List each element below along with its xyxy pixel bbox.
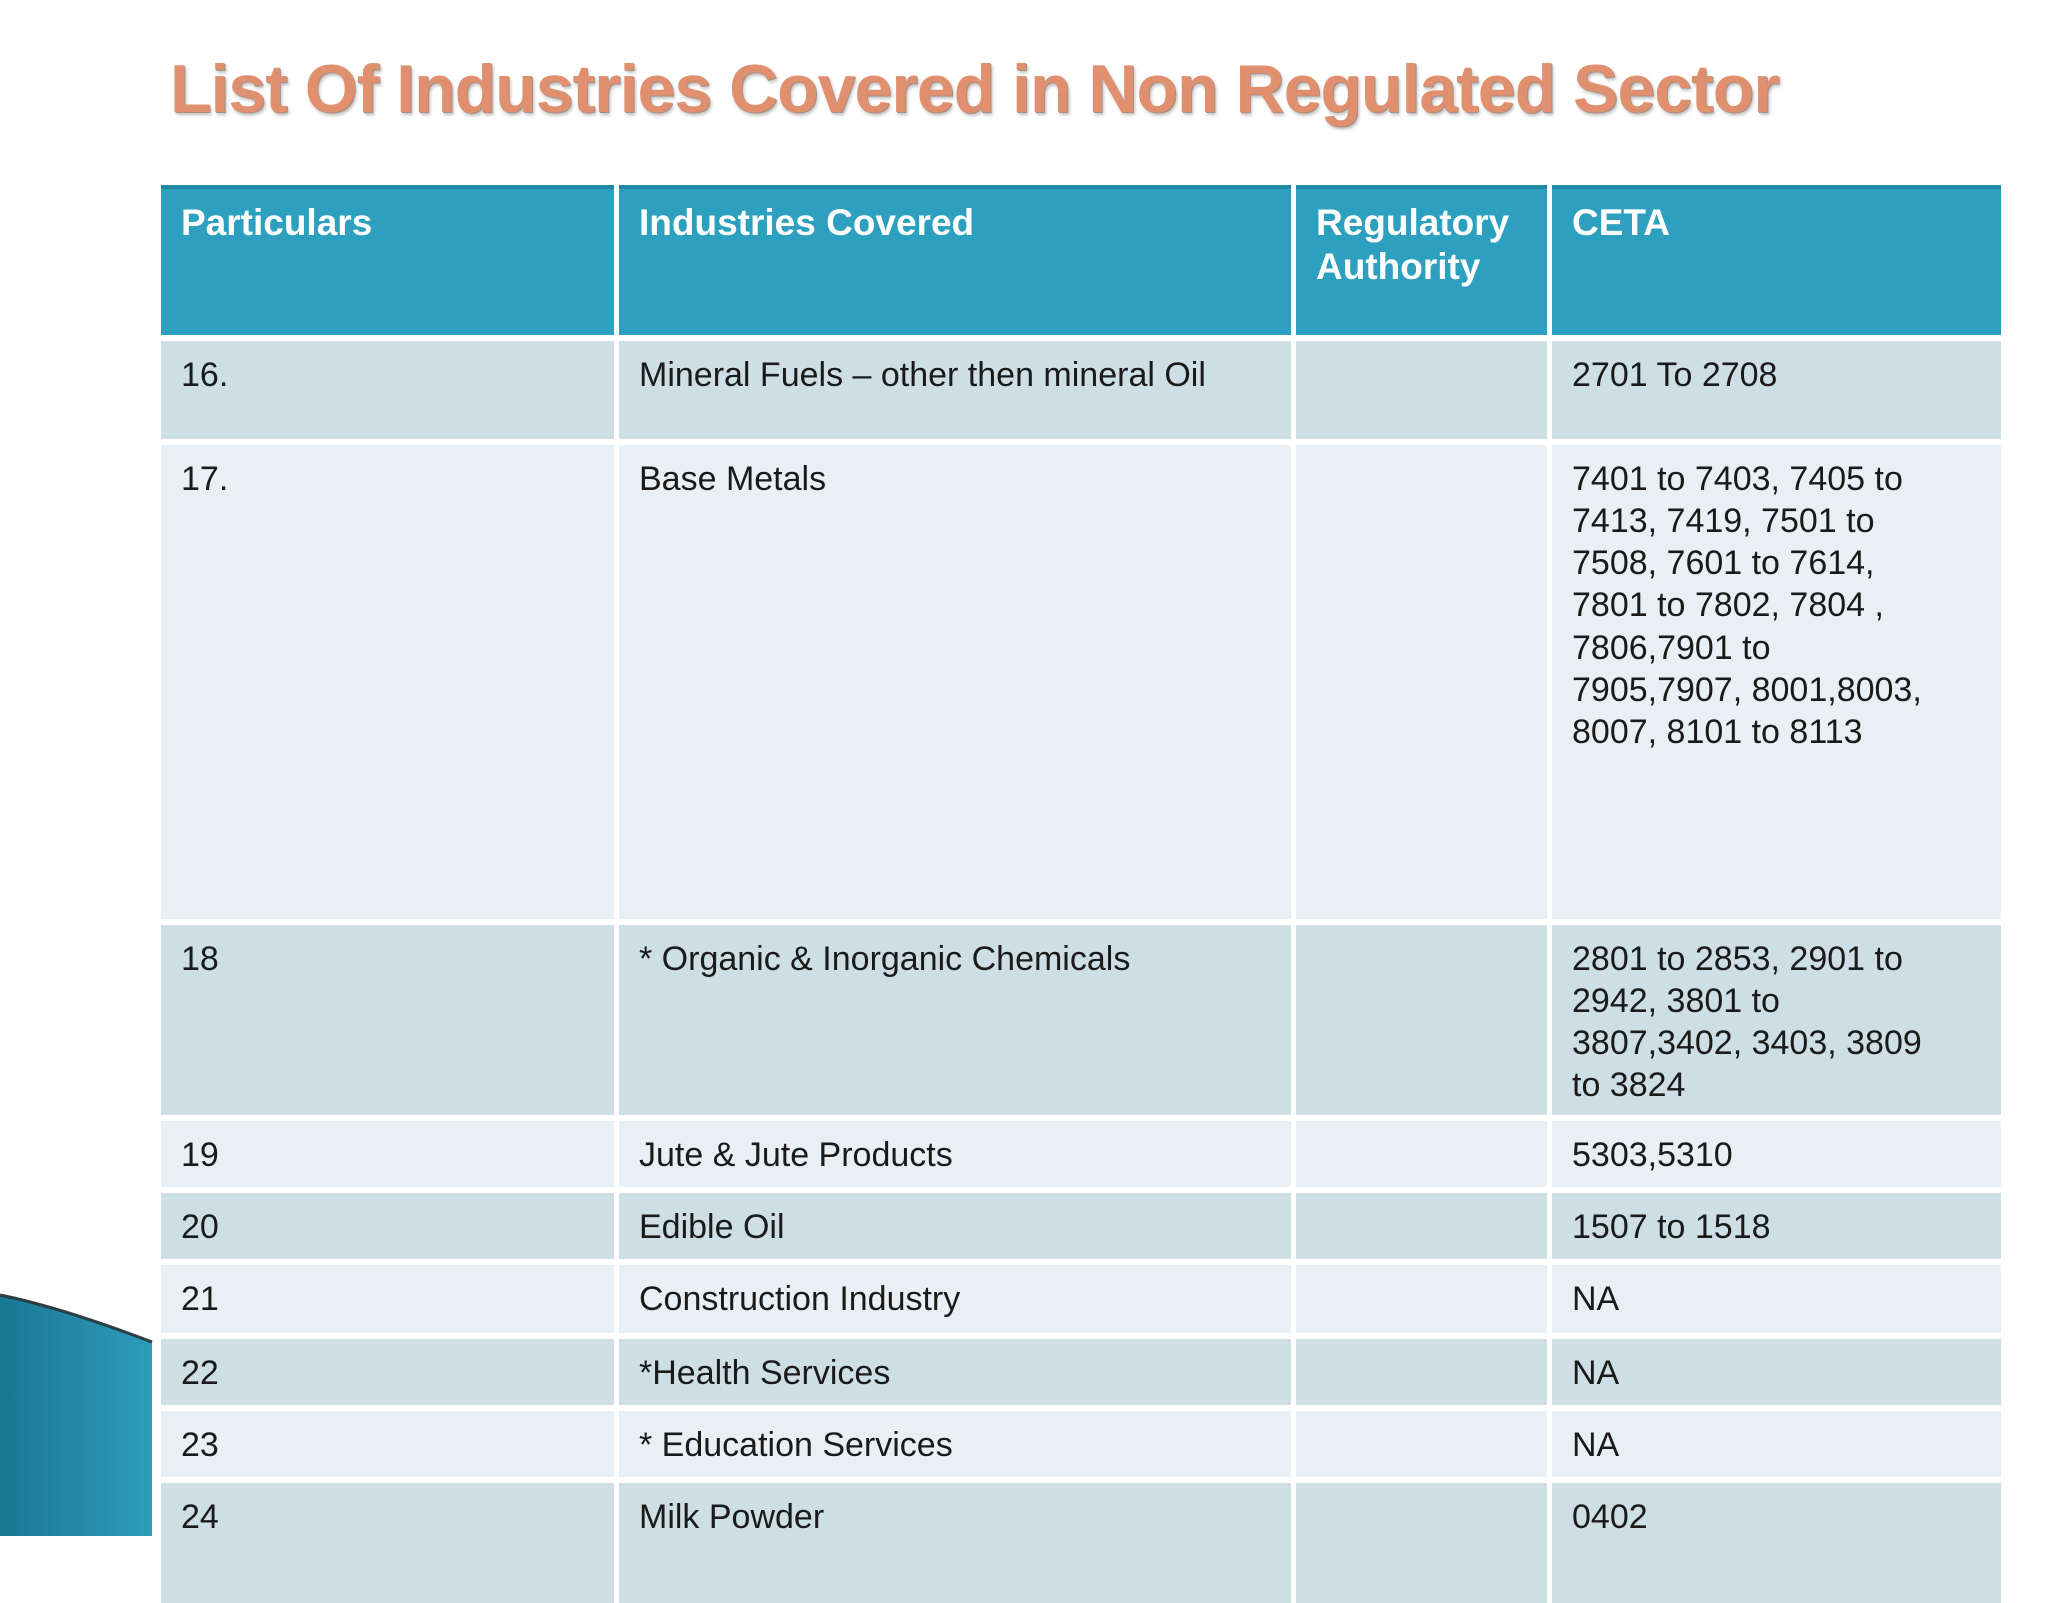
table-cell-particulars: 21 (161, 1264, 614, 1333)
table-cell-ceta: NA (1552, 1410, 2001, 1477)
table-cell-industries_covered: Base Metals (619, 445, 1291, 919)
table-cell-regulatory_authority (1296, 341, 1547, 439)
table-cell-regulatory_authority (1296, 1338, 1547, 1405)
table-cell-particulars: 23 (161, 1410, 614, 1477)
table-cell-particulars: 20 (161, 1192, 614, 1259)
table-cell-industries_covered: Jute & Jute Products (619, 1120, 1291, 1187)
table-cell-regulatory_authority (1296, 1410, 1547, 1477)
table-cell-regulatory_authority (1296, 1192, 1547, 1259)
table-cell-particulars: 16. (161, 341, 614, 439)
table-cell-regulatory_authority (1296, 445, 1547, 919)
table-cell-ceta: NA (1552, 1338, 2001, 1405)
table-cell-particulars: 22 (161, 1338, 614, 1405)
table-cell-industries_covered: *Health Services (619, 1338, 1291, 1405)
column-header-industries_covered: Industries Covered (619, 185, 1291, 335)
table-cell-particulars: 18 (161, 925, 614, 1115)
table-cell-ceta: 0402 (1552, 1482, 2001, 1603)
industries-table: Particulars Industries Covered Regulatory … (161, 185, 2001, 1603)
table-cell-industries_covered: * Education Services (619, 1410, 1291, 1477)
table-cell-particulars: 19 (161, 1120, 614, 1187)
table-cell-ceta: 5303,5310 (1552, 1120, 2001, 1187)
table-cell-regulatory_authority (1296, 1482, 1547, 1603)
table-cell-industries_covered: * Organic & Inorganic Chemicals (619, 925, 1291, 1115)
table-cell-regulatory_authority (1296, 1120, 1547, 1187)
column-header-ceta: CETA (1552, 185, 2001, 335)
table-cell-industries_covered: Construction Industry (619, 1264, 1291, 1333)
table-cell-ceta: 7401 to 7403, 7405 to 7413, 7419, 7501 t… (1552, 445, 2001, 919)
table-cell-regulatory_authority (1296, 925, 1547, 1115)
table-cell-ceta: 2701 To 2708 (1552, 341, 2001, 439)
page-title: List Of Industries Covered in Non Regula… (170, 51, 1780, 127)
table-cell-particulars: 17. (161, 445, 614, 919)
table-cell-regulatory_authority (1296, 1264, 1547, 1333)
column-header-particulars: Particulars (161, 185, 614, 335)
table-cell-ceta: 1507 to 1518 (1552, 1192, 2001, 1259)
table-cell-industries_covered: Mineral Fuels – other then mineral Oil (619, 341, 1291, 439)
table-cell-industries_covered: Milk Powder (619, 1482, 1291, 1603)
table-cell-ceta: 2801 to 2853, 2901 to 2942, 3801 to 3807… (1552, 925, 2001, 1115)
table-cell-particulars: 24 (161, 1482, 614, 1603)
table-cell-ceta: NA (1552, 1264, 2001, 1333)
column-header-regulatory_authority: Regulatory Authority (1296, 185, 1547, 335)
corner-swoosh-decoration (0, 1293, 153, 1536)
table-cell-industries_covered: Edible Oil (619, 1192, 1291, 1259)
